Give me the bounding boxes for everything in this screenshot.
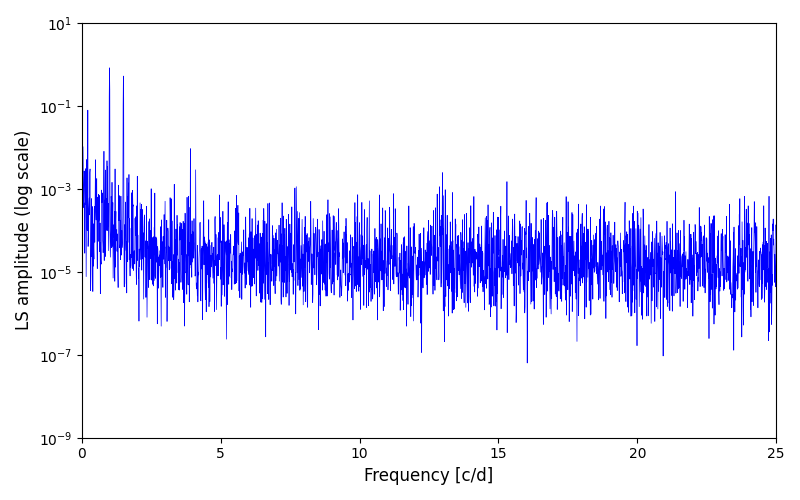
Y-axis label: LS amplitude (log scale): LS amplitude (log scale) bbox=[15, 130, 33, 330]
X-axis label: Frequency [c/d]: Frequency [c/d] bbox=[364, 467, 494, 485]
